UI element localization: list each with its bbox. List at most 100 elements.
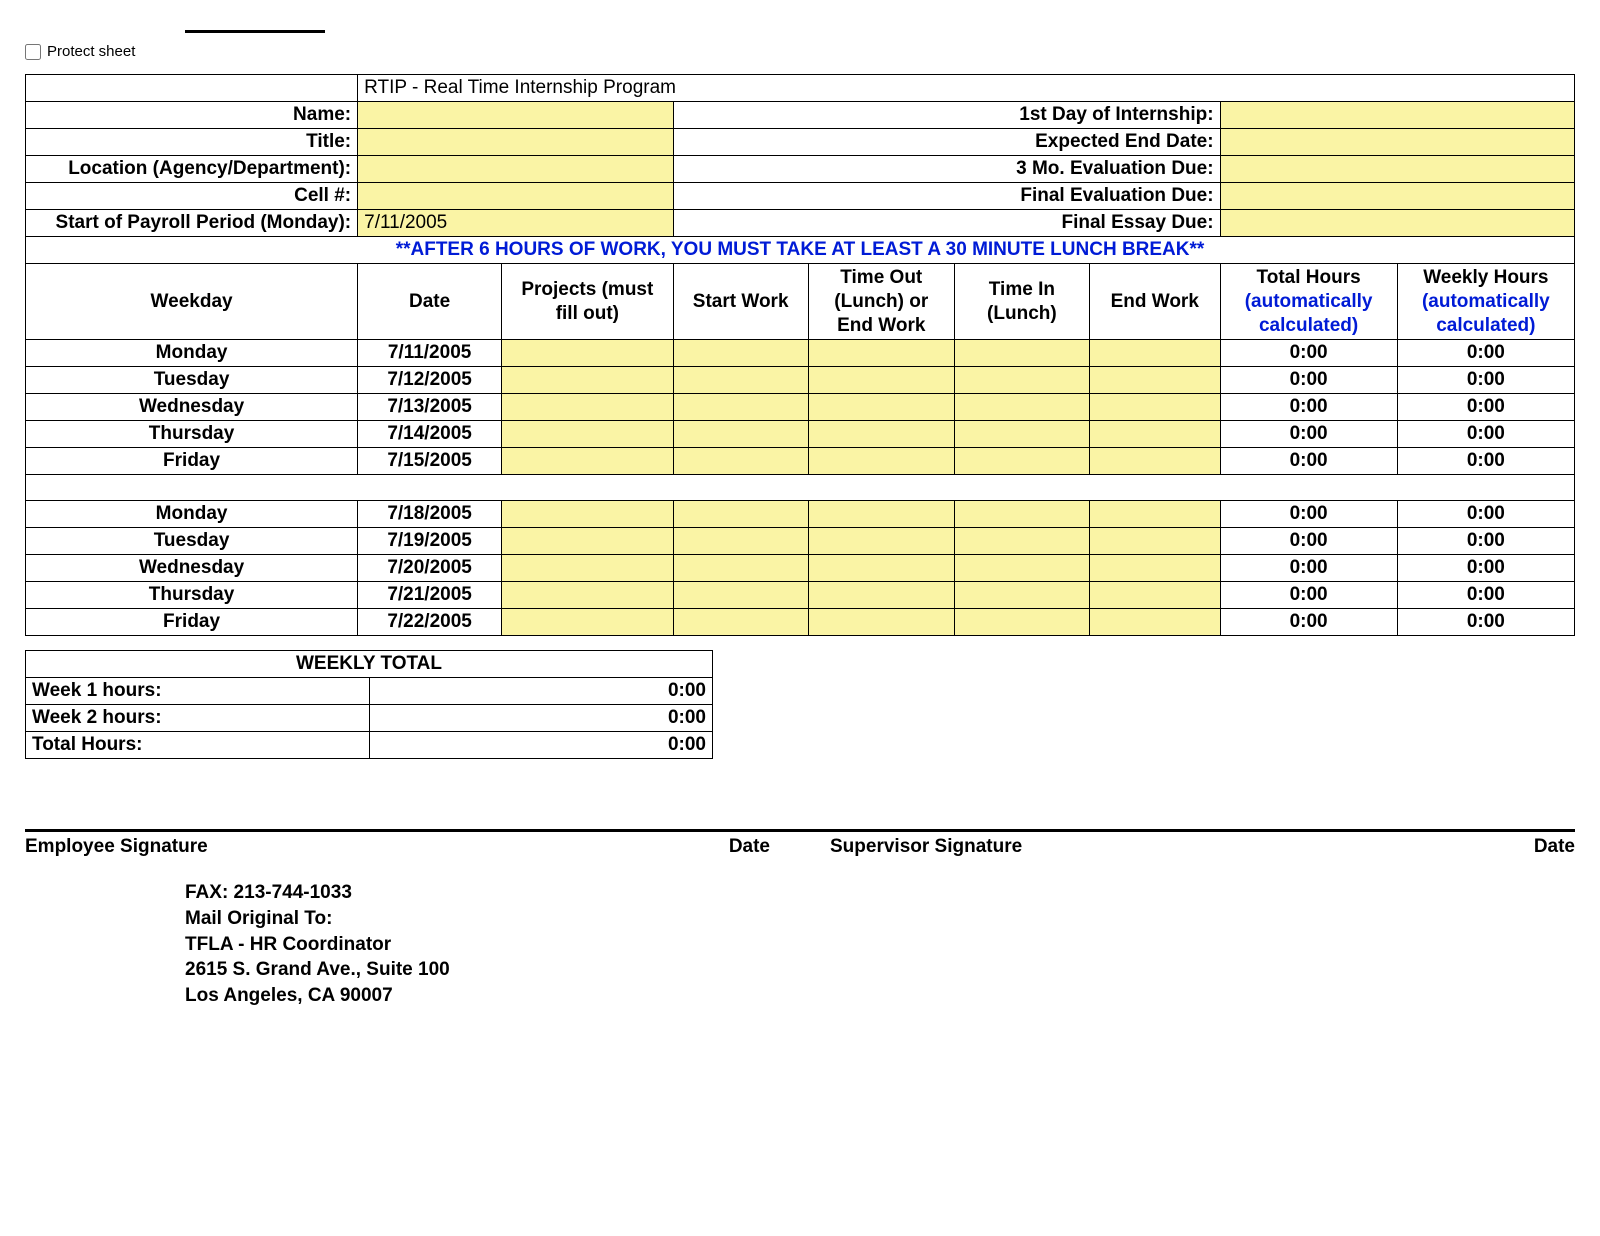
col-start: Start Work	[673, 264, 808, 340]
input-payroll[interactable]: 7/11/2005	[358, 210, 674, 237]
input-title[interactable]	[358, 129, 674, 156]
cell-start[interactable]	[673, 340, 808, 367]
col-timein: Time In (Lunch)	[954, 264, 1089, 340]
cell-date: 7/15/2005	[358, 448, 502, 475]
signature-rule	[25, 829, 1575, 832]
summary-title: WEEKLY TOTAL	[26, 651, 713, 678]
cell-end[interactable]	[1089, 555, 1220, 582]
cell-projects[interactable]	[502, 394, 674, 421]
cell-timein[interactable]	[954, 582, 1089, 609]
cell-timeout[interactable]	[808, 367, 954, 394]
cell-projects[interactable]	[502, 582, 674, 609]
table-row: Tuesday7/12/20050:000:00	[26, 367, 1575, 394]
cell-timeout[interactable]	[808, 528, 954, 555]
cell-weekday: Tuesday	[26, 528, 358, 555]
cell-start[interactable]	[673, 394, 808, 421]
summary-value-2: 0:00	[369, 705, 713, 732]
cell-projects[interactable]	[502, 340, 674, 367]
table-row: Friday7/15/20050:000:00	[26, 448, 1575, 475]
cell-projects[interactable]	[502, 528, 674, 555]
footer-line1: TFLA - HR Coordinator	[185, 932, 1575, 958]
cell-timeout[interactable]	[808, 555, 954, 582]
cell-timeout[interactable]	[808, 340, 954, 367]
cell-start[interactable]	[673, 501, 808, 528]
col-total: Total Hours(automatically calculated)	[1220, 264, 1397, 340]
signature-employee-label: Employee Signature	[25, 836, 729, 858]
protect-sheet-label: Protect sheet	[47, 43, 135, 60]
cell-total: 0:00	[1220, 582, 1397, 609]
cell-projects[interactable]	[502, 609, 674, 636]
cell-timein[interactable]	[954, 528, 1089, 555]
cell-timein[interactable]	[954, 421, 1089, 448]
cell-end[interactable]	[1089, 394, 1220, 421]
cell-end[interactable]	[1089, 609, 1220, 636]
label-firstday: 1st Day of Internship:	[673, 102, 1220, 129]
cell-start[interactable]	[673, 367, 808, 394]
cell-start[interactable]	[673, 448, 808, 475]
cell-start[interactable]	[673, 528, 808, 555]
label-name: Name:	[26, 102, 358, 129]
cell-timein[interactable]	[954, 394, 1089, 421]
signature-row: Employee Signature Date Supervisor Signa…	[25, 836, 1575, 858]
cell-timeout[interactable]	[808, 501, 954, 528]
cell-end[interactable]	[1089, 421, 1220, 448]
cell-total: 0:00	[1220, 528, 1397, 555]
cell-timeout[interactable]	[808, 421, 954, 448]
cell-weekday: Monday	[26, 501, 358, 528]
input-firstday[interactable]	[1220, 102, 1574, 129]
week-spacer	[26, 475, 1575, 501]
footer-mail: Mail Original To:	[185, 906, 1575, 932]
cell-timeout[interactable]	[808, 394, 954, 421]
input-name[interactable]	[358, 102, 674, 129]
cell-timeout[interactable]	[808, 582, 954, 609]
input-enddate[interactable]	[1220, 129, 1574, 156]
cell-start[interactable]	[673, 609, 808, 636]
label-enddate: Expected End Date:	[673, 129, 1220, 156]
cell-timein[interactable]	[954, 501, 1089, 528]
cell-end[interactable]	[1089, 501, 1220, 528]
cell-end[interactable]	[1089, 528, 1220, 555]
cell-end[interactable]	[1089, 448, 1220, 475]
cell-projects[interactable]	[502, 367, 674, 394]
cell-timein[interactable]	[954, 367, 1089, 394]
input-cell[interactable]	[358, 183, 674, 210]
cell-timein[interactable]	[954, 340, 1089, 367]
col-timeout: Time Out (Lunch) or End Work	[808, 264, 954, 340]
table-row: Monday7/18/20050:000:00	[26, 501, 1575, 528]
input-location[interactable]	[358, 156, 674, 183]
footer-contact: FAX: 213-744-1033 Mail Original To: TFLA…	[185, 880, 1575, 1008]
cell-date: 7/19/2005	[358, 528, 502, 555]
table-row: Tuesday7/19/20050:000:00	[26, 528, 1575, 555]
table-row: Monday7/11/20050:000:00	[26, 340, 1575, 367]
cell-timein[interactable]	[954, 555, 1089, 582]
cell-total: 0:00	[1220, 448, 1397, 475]
cell-timeout[interactable]	[808, 448, 954, 475]
cell-timein[interactable]	[954, 609, 1089, 636]
cell-projects[interactable]	[502, 448, 674, 475]
cell-weekly: 0:00	[1397, 448, 1574, 475]
input-3mo[interactable]	[1220, 156, 1574, 183]
cell-end[interactable]	[1089, 582, 1220, 609]
cell-end[interactable]	[1089, 367, 1220, 394]
cell-projects[interactable]	[502, 421, 674, 448]
input-finaleval[interactable]	[1220, 183, 1574, 210]
cell-start[interactable]	[673, 555, 808, 582]
protect-sheet-checkbox[interactable]	[25, 44, 41, 60]
cell-start[interactable]	[673, 421, 808, 448]
cell-projects[interactable]	[502, 555, 674, 582]
page-title: RTIP - Real Time Internship Program	[358, 75, 1575, 102]
cell-timein[interactable]	[954, 448, 1089, 475]
cell-weekday: Thursday	[26, 421, 358, 448]
cell-start[interactable]	[673, 582, 808, 609]
table-row: Thursday7/14/20050:000:00	[26, 421, 1575, 448]
cell-projects[interactable]	[502, 501, 674, 528]
table-row: Thursday7/21/20050:000:00	[26, 582, 1575, 609]
cell-end[interactable]	[1089, 340, 1220, 367]
cell-weekly: 0:00	[1397, 501, 1574, 528]
cell-total: 0:00	[1220, 367, 1397, 394]
cell-total: 0:00	[1220, 555, 1397, 582]
cell-timeout[interactable]	[808, 609, 954, 636]
input-essay[interactable]	[1220, 210, 1574, 237]
cell-total: 0:00	[1220, 394, 1397, 421]
top-rule	[185, 30, 325, 33]
